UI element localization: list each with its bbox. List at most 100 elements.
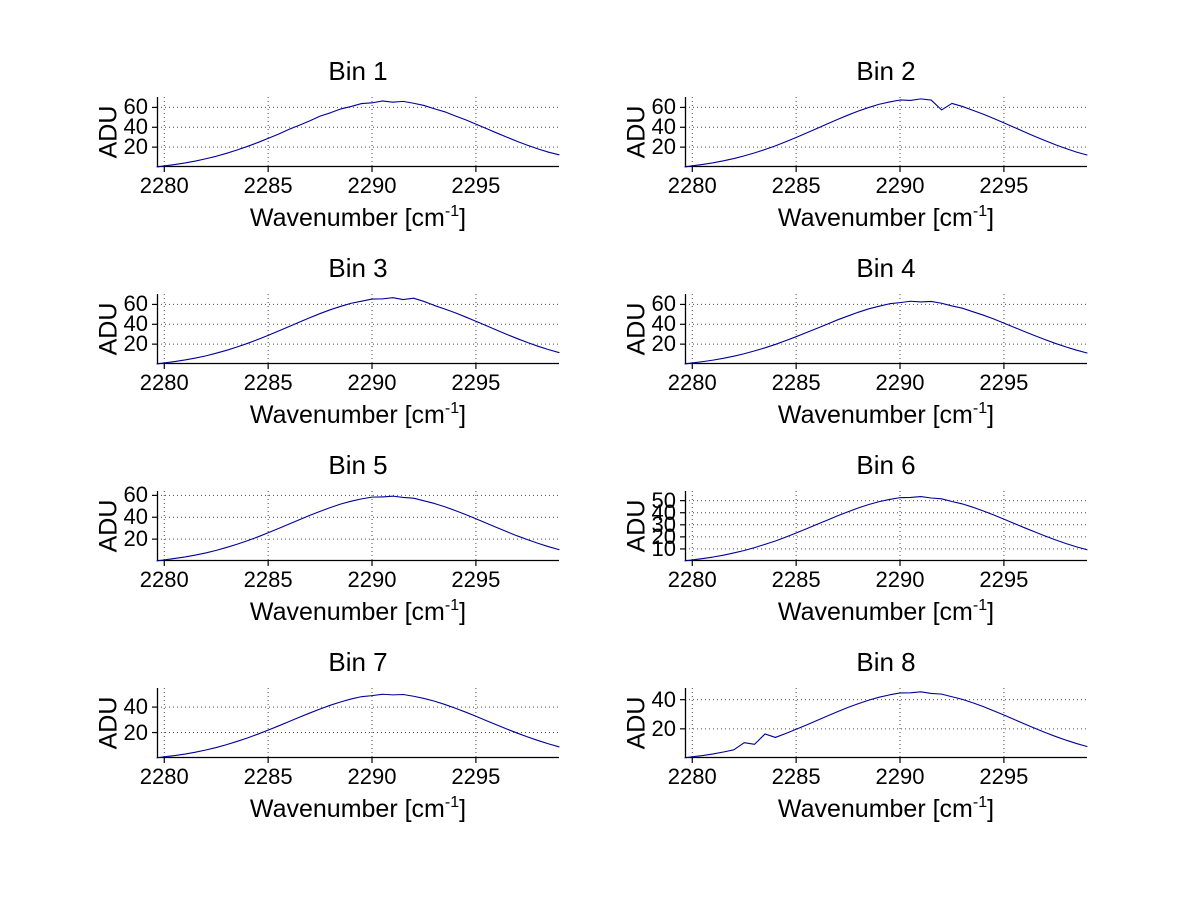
data-line [684,300,1088,365]
x-axis-label-exponent: -1 [972,794,988,811]
x-axis-label-text: Wavenumber [cm [249,598,445,626]
x-tick-label: 2285 [243,173,293,198]
y-tick-label: 20 [651,134,676,160]
y-axis-label: ADU [94,105,123,159]
x-tick-label: 2295 [979,370,1029,395]
plot-area [152,294,560,369]
x-tick-label: 2285 [771,567,821,592]
x-axis-label-exponent: -1 [972,400,988,417]
y-tick-label: 20 [651,523,676,549]
x-tick-label: 2285 [243,567,293,592]
x-tick-label: 2285 [243,370,293,395]
subplot-title: Bin 5 [328,449,388,480]
x-tick-label: 2280 [667,764,717,789]
plot-area [680,97,1088,172]
subplot-title: Bin 7 [328,646,388,677]
x-tick-label: 2285 [771,370,821,395]
x-tick-label: 2280 [667,370,717,395]
x-tick-label: 2290 [347,370,397,395]
x-tick-label: 2295 [451,370,501,395]
y-axis-label: ADU [622,105,651,159]
x-axis-label-exponent: -1 [444,794,460,811]
x-axis-label-bracket: ] [987,598,995,626]
x-axis-label-bracket: ] [987,795,995,823]
x-tick-label: 2280 [667,567,717,592]
x-axis-label-exponent: -1 [444,203,460,220]
y-tick-label: 60 [123,482,148,508]
y-tick-label: 40 [123,504,148,530]
x-tick-label: 2290 [875,173,925,198]
data-line [156,693,560,759]
plot-area [680,491,1088,566]
y-axis-label: ADU [622,302,651,356]
y-tick-label: 60 [123,291,148,317]
plot-area [152,491,560,566]
x-axis-label: Wavenumber [cm-1] [250,794,467,824]
subplot-bin-8: Bin 8 ADU 20 40 2280 2285 2290 2295 Wavenumber [… [623,648,1088,823]
x-axis-label-text: Wavenumber [cm [777,401,973,429]
x-axis-label: Wavenumber [cm-1] [777,400,995,430]
x-tick-label: 2290 [875,567,925,592]
x-axis-label-exponent: -1 [444,400,460,417]
y-tick-label: 40 [123,694,148,720]
x-tick-label: 2280 [139,370,189,395]
x-axis-label: Wavenumber [cm-1] [249,597,467,627]
x-tick-label: 2280 [667,173,717,198]
x-tick-label: 2280 [139,567,189,592]
y-tick-label: 40 [651,499,676,525]
y-axis-label: ADU [94,696,123,750]
y-axis-label: ADU [94,302,123,356]
x-axis-label-text: Wavenumber [cm [777,598,973,626]
subplot-bin-2: Bin 2 ADU 20 40 60 2280 2285 2290 2295 Wavenumber… [623,57,1088,232]
x-tick-label: 2295 [979,567,1029,592]
x-axis-label: Wavenumber [cm-1] [249,203,467,233]
x-tick-label: 2280 [139,173,189,198]
y-tick-label: 40 [651,311,676,337]
x-tick-label: 2290 [875,764,925,789]
subplot-bin-3: Bin 3 ADU 20 40 60 2280 2285 2290 2295 Wavenumber… [95,254,560,429]
x-tick-label: 2295 [979,173,1029,198]
subplot-bin-7: Bin 7 ADU 20 40 2280 2285 2290 2295 Wavenumber [… [95,648,560,823]
subplot-bin-6: Bin 6 ADU 10 20 30 40 50 2280 2285 2290 2295 Wavenu… [623,451,1088,626]
y-tick-label: 20 [123,331,148,357]
axis-lines [684,688,1087,759]
x-tick-label: 2290 [347,173,397,198]
y-tick-label: 50 [651,487,676,513]
x-axis-label: Wavenumber [cm-1] [777,597,995,627]
x-axis-label-exponent: -1 [444,597,460,614]
x-axis-label-text: Wavenumber [cm [249,401,445,429]
x-tick-label: 2295 [451,764,501,789]
y-tick-label: 60 [123,94,148,120]
y-axis-label: ADU [622,696,651,750]
x-axis-label-bracket: ] [459,204,467,232]
data-line [684,691,1088,759]
y-tick-label: 20 [651,331,676,357]
x-axis-label: Wavenumber [cm-1] [249,400,467,430]
y-tick-label: 10 [651,535,676,561]
y-tick-label: 40 [123,114,148,140]
x-tick-label: 2280 [139,764,189,789]
x-axis-label-text: Wavenumber [cm [249,204,445,232]
y-tick-label: 20 [651,715,676,741]
y-tick-label: 20 [123,526,148,552]
x-tick-label: 2290 [875,370,925,395]
y-tick-label: 40 [651,114,676,140]
plot-area [680,294,1088,369]
x-tick-label: 2295 [451,173,501,198]
x-axis-label-exponent: -1 [972,203,988,220]
subplot-title: Bin 6 [856,449,916,480]
y-tick-label: 60 [651,94,676,120]
plot-area [152,97,560,172]
subplot-bin-1: Bin 1 ADU 20 40 60 2280 2285 2290 2295 Wavenumber… [95,57,560,232]
x-tick-label: 2295 [451,567,501,592]
x-tick-label: 2290 [347,567,397,592]
x-axis-label-bracket: ] [459,598,467,626]
x-tick-label: 2285 [771,764,821,789]
x-axis-label-bracket: ] [459,795,467,823]
x-axis-label-bracket: ] [459,401,467,429]
x-axis-label-bracket: ] [987,401,995,429]
x-tick-label: 2295 [979,764,1029,789]
subplot-title: Bin 8 [856,646,916,677]
x-axis-label-text: Wavenumber [cm [777,204,973,232]
y-tick-label: 40 [651,686,676,712]
